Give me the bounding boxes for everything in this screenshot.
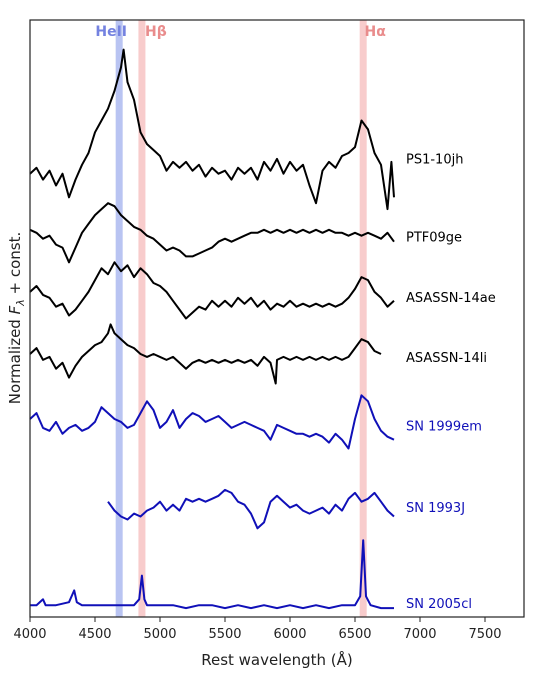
line-label-0: HeII (95, 24, 127, 40)
series-line-1 (29, 202, 395, 264)
line-label-2: Hα (365, 24, 387, 40)
x-tick-label-0: 4000 (13, 627, 46, 642)
line-label-1: Hβ (145, 24, 167, 40)
x-tick-label-1: 4500 (78, 627, 111, 642)
series-line-3 (29, 323, 382, 385)
y-axis-label-subscript: λ (14, 299, 27, 307)
spectra-layer (29, 48, 395, 610)
series-label-2: ASASSN-14ae (406, 291, 496, 306)
series-label-5: SN 1993J (406, 501, 465, 516)
series-line-6 (30, 539, 394, 610)
line-band-0 (115, 20, 123, 617)
x-axis-ticks: 4000 4500 5000 5500 6000 6500 7000 7500 (13, 617, 502, 642)
x-tick-label-7: 7500 (468, 627, 501, 642)
line-band-2 (359, 20, 367, 617)
x-tick-label-2: 5000 (143, 627, 176, 642)
series-labels: PS1-10jh PTF09ge ASASSN-14ae ASASSN-14li SN … (406, 152, 496, 612)
line-labels: HeII Hβ Hα (95, 24, 386, 40)
series-line-2 (29, 261, 395, 320)
line-band-1 (138, 20, 146, 617)
series-line-4 (29, 394, 395, 450)
series-label-4: SN 1999em (406, 420, 482, 435)
x-tick-label-5: 6500 (338, 627, 371, 642)
series-label-3: ASASSN-14li (406, 351, 487, 366)
y-axis-label-suffix: + const. (6, 232, 24, 300)
series-line-0 (29, 48, 395, 211)
series-line-5 (107, 488, 395, 530)
series-label-1: PTF09ge (406, 230, 462, 245)
x-tick-label-4: 6000 (273, 627, 306, 642)
plot-frame (29, 19, 525, 618)
x-tick-label-6: 7000 (403, 627, 436, 642)
x-tick-label-3: 5500 (208, 627, 241, 642)
y-axis-label-symbol: F (6, 305, 24, 314)
series-label-6: SN 2005cl (406, 597, 472, 612)
y-axis-label: Normalized Fλ + const. (6, 232, 27, 405)
x-axis-label: Rest wavelength (Å) (201, 650, 353, 669)
series-label-0: PS1-10jh (406, 152, 463, 167)
y-axis-label-prefix: Normalized (6, 314, 24, 404)
spectral-line-bands (115, 20, 367, 617)
